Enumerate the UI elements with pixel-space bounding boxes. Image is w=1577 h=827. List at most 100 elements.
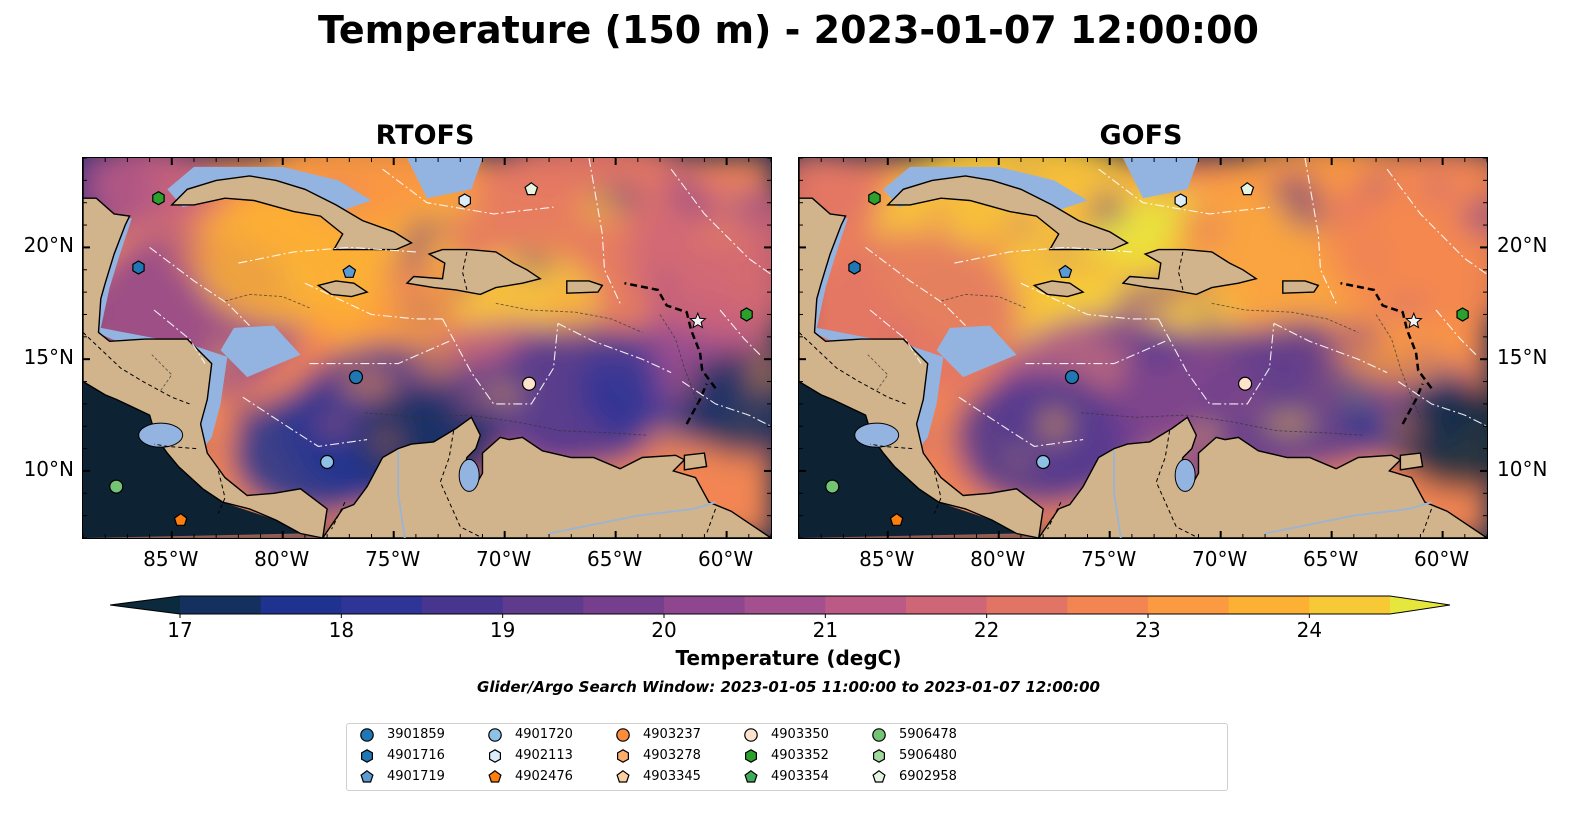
pentagon-icon[interactable] [744, 770, 758, 783]
eez-boundary [1098, 168, 1270, 215]
float-4902476-marker[interactable] [889, 512, 904, 526]
legend-item-4903354: 4903354 [743, 768, 829, 786]
rtofs-map[interactable] [82, 157, 772, 539]
legend-label: 4902113 [515, 748, 573, 763]
island-chain [685, 383, 708, 425]
colorbar-segment [1228, 596, 1310, 614]
isobath [495, 302, 643, 333]
colorbar-segment [825, 596, 907, 614]
float-4901719-marker[interactable] [1058, 264, 1073, 278]
hexagon-icon[interactable] [360, 749, 373, 763]
float-4903352-marker[interactable] [740, 307, 753, 322]
country-border [869, 443, 913, 450]
land-hispaniola [1121, 248, 1258, 296]
float-4903350-marker[interactable] [521, 376, 537, 391]
colorbar-segment [422, 596, 504, 614]
float-4902113-marker[interactable] [458, 193, 471, 208]
float-6902958-marker[interactable] [1240, 182, 1255, 196]
gofs-map[interactable] [798, 157, 1488, 539]
colorbar-segment [1148, 596, 1230, 614]
legend-item-5906480: 5906480 [871, 747, 957, 765]
country-border [933, 470, 942, 514]
eez-boundary [719, 309, 761, 356]
legend-label: 4902476 [515, 769, 573, 784]
land-trinidad [1399, 452, 1424, 471]
float-4903354-marker[interactable] [152, 191, 165, 206]
legend-item-4901720: 4901720 [487, 726, 573, 744]
pentagon-icon[interactable] [616, 770, 630, 783]
legend-item-4903237: 4903237 [615, 726, 701, 744]
hexagon-icon[interactable] [616, 749, 629, 763]
circle-icon[interactable] [744, 728, 758, 742]
circle-icon[interactable] [616, 728, 630, 742]
circle-icon[interactable] [488, 728, 502, 742]
eez-boundary [865, 246, 966, 326]
pentagon-icon[interactable] [872, 770, 886, 783]
river [1113, 450, 1122, 538]
legend-item-4903278: 4903278 [615, 747, 701, 765]
eez-boundary [1025, 340, 1166, 365]
float-4903352-marker[interactable] [1456, 307, 1469, 322]
eez-boundary [1020, 282, 1159, 320]
eez-boundary [382, 168, 554, 215]
circle-icon[interactable] [872, 728, 886, 742]
circle-icon[interactable] [360, 728, 374, 742]
hexagon-icon[interactable] [488, 749, 501, 763]
eez-boundary [1304, 158, 1337, 304]
float-4902476-marker[interactable] [173, 512, 188, 526]
float-4901716-marker[interactable] [132, 260, 145, 275]
isobath [1080, 412, 1363, 436]
legend-item-4902476: 4902476 [487, 768, 573, 786]
isobath [364, 412, 647, 436]
float-4901716-marker[interactable] [848, 260, 861, 275]
float-4901720-marker[interactable] [1036, 454, 1051, 470]
float-4901719-marker[interactable] [342, 264, 357, 278]
star-marker[interactable] [688, 311, 707, 329]
isobath [659, 314, 705, 418]
float-4903350-marker[interactable] [1237, 376, 1253, 391]
colorbar-extend-low [110, 596, 180, 614]
float-5906478-marker[interactable] [825, 479, 840, 494]
colorbar-segment [906, 596, 988, 614]
colorbar-segment [1067, 596, 1149, 614]
legend-label: 5906478 [899, 727, 957, 742]
eez-boundary [309, 340, 450, 365]
search-window-text: Glider/Argo Search Window: 2023-01-05 11… [477, 678, 1100, 696]
lon-tick-label: 80°W [254, 547, 310, 571]
float-3901859-marker[interactable] [1064, 369, 1080, 385]
land-cuba [170, 175, 414, 251]
island-chain [1401, 383, 1424, 425]
temperature-colorbar [110, 595, 1451, 618]
pentagon-icon[interactable] [360, 770, 374, 783]
legend-item-5906478: 5906478 [871, 726, 957, 744]
colorbar-segment [986, 596, 1068, 614]
colorbar-segment [583, 596, 665, 614]
legend-label: 4903345 [643, 769, 701, 784]
eez-boundary [670, 168, 771, 275]
float-5906478-marker[interactable] [109, 479, 124, 494]
rtofs-map-canvas [83, 158, 771, 538]
hexagon-icon[interactable] [872, 749, 885, 763]
float-6902958-marker[interactable] [524, 182, 539, 196]
legend-label: 5906480 [899, 748, 957, 763]
hexagon-icon[interactable] [744, 749, 757, 763]
lon-tick-label: 75°W [365, 547, 421, 571]
land-cuba [886, 175, 1130, 251]
pentagon-icon[interactable] [488, 770, 502, 783]
land-puertoRico [566, 280, 604, 294]
lon-tick-label: 65°W [587, 547, 643, 571]
float-3901859-marker[interactable] [348, 369, 364, 385]
colorbar-tick-label: 22 [973, 618, 1000, 642]
float-4901720-marker[interactable] [320, 454, 335, 470]
legend-label: 4901719 [387, 769, 445, 784]
legend-item-6902958: 6902958 [871, 768, 957, 786]
float-4903354-marker[interactable] [868, 191, 881, 206]
lat-tick-label: 20°N [1497, 233, 1548, 258]
star-marker[interactable] [1404, 311, 1423, 329]
colorbar-tick-label: 20 [651, 618, 677, 642]
lon-tick-label: 65°W [1303, 547, 1359, 571]
legend-item-4903352: 4903352 [743, 747, 829, 765]
isobath [224, 293, 310, 309]
float-4902113-marker[interactable] [1174, 193, 1187, 208]
country-border [799, 332, 906, 405]
